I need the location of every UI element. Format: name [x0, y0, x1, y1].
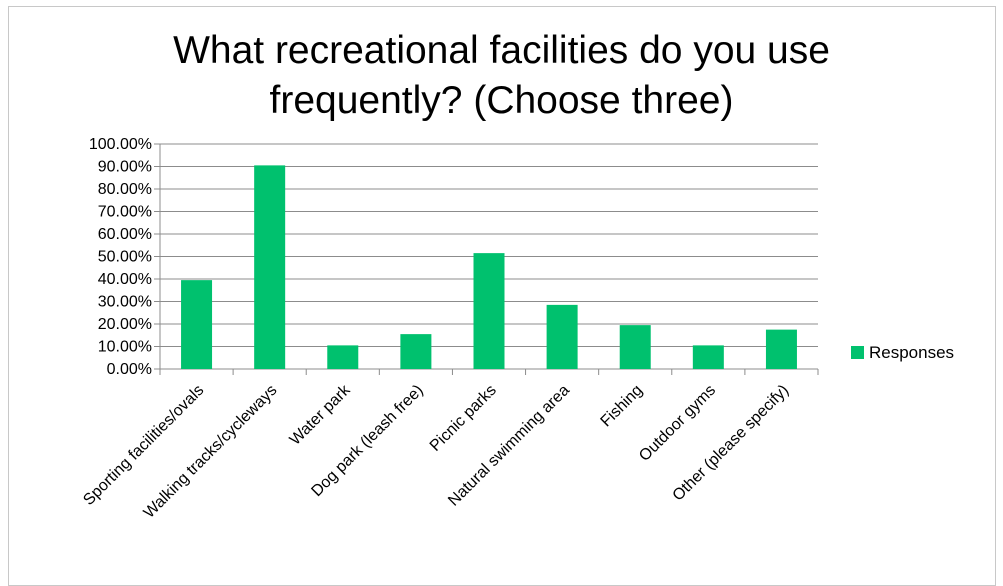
- bar: [692, 345, 724, 369]
- legend-swatch: [851, 346, 864, 359]
- bar: [546, 304, 578, 369]
- x-tick-label: Natural swimming area: [445, 382, 573, 510]
- x-tick-label: Outdoor gyms: [636, 382, 719, 465]
- x-tick-label: Picnic parks: [427, 382, 500, 455]
- y-tick-label: 50.00%: [98, 249, 152, 266]
- chart-title-line-2: frequently? (Choose three): [269, 79, 734, 122]
- bar: [400, 334, 432, 369]
- x-tick-label: Sporting facilities/ovals: [80, 382, 207, 509]
- y-tick-label: 90.00%: [98, 159, 152, 176]
- bar: [254, 165, 286, 369]
- bar: [765, 329, 797, 369]
- legend-label: Responses: [869, 343, 954, 362]
- y-tick-label: 0.00%: [107, 361, 152, 378]
- y-tick-label: 60.00%: [98, 226, 152, 243]
- x-tick-label: Walking tracks/cycleways: [141, 382, 281, 522]
- y-tick-label: 70.00%: [98, 204, 152, 221]
- x-tick-label: Fishing: [598, 382, 646, 430]
- bar: [181, 280, 213, 369]
- y-tick-label: 40.00%: [98, 271, 152, 288]
- y-tick-label: 10.00%: [98, 339, 152, 356]
- bar: [619, 325, 651, 369]
- y-tick-label: 30.00%: [98, 294, 152, 311]
- y-tick-label: 80.00%: [98, 181, 152, 198]
- y-tick-label: 100.00%: [89, 136, 152, 153]
- y-tick-label: 20.00%: [98, 316, 152, 333]
- bar: [327, 345, 359, 369]
- x-tick-label: Water park: [287, 381, 355, 449]
- chart-title: What recreational facilities do you use …: [0, 26, 1003, 126]
- bar: [473, 253, 505, 369]
- chart-title-line-1: What recreational facilities do you use: [173, 29, 830, 72]
